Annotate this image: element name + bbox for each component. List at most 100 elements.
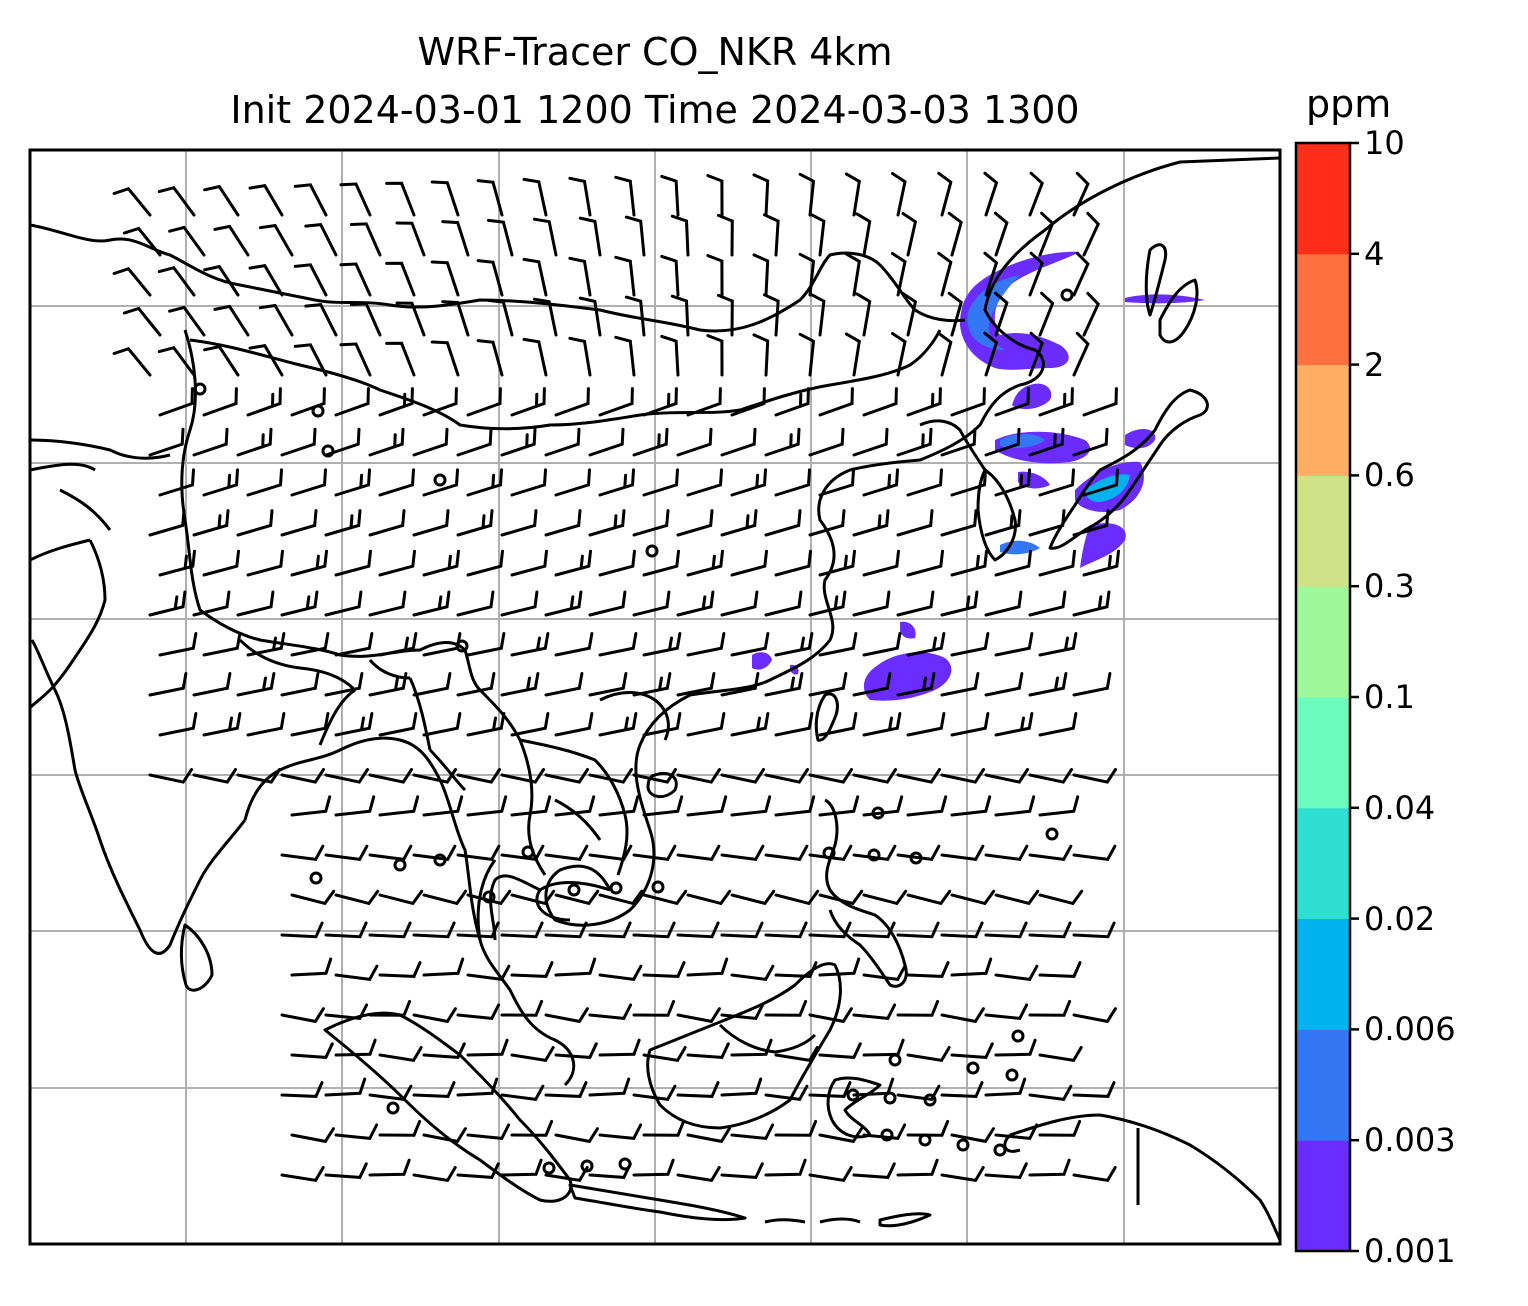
coastline-sulawesi <box>826 1076 882 1139</box>
wind-barb <box>950 889 996 906</box>
wind-barb <box>236 768 281 784</box>
wind-barb <box>544 768 589 784</box>
wind-barb <box>1028 251 1044 297</box>
wind-barb <box>510 387 546 417</box>
wind-barb <box>1072 921 1116 939</box>
coastline-india <box>30 639 247 955</box>
wind-barb <box>378 712 418 737</box>
wind-barb <box>385 181 416 217</box>
wind-barb <box>852 672 892 697</box>
wind-barb <box>378 549 416 577</box>
wind-barb <box>852 590 891 617</box>
wind-barb <box>670 214 690 257</box>
wind-barb <box>412 427 449 457</box>
wind-barb <box>510 468 547 497</box>
wind-barb <box>324 427 361 457</box>
wind-barb <box>422 795 464 817</box>
wind-barb <box>202 712 242 737</box>
wind-barb <box>368 427 405 457</box>
wind-barb <box>290 549 328 577</box>
wind-barb <box>862 387 898 417</box>
wind-barb <box>686 387 722 417</box>
wind-barb <box>280 1007 325 1024</box>
wind-barb <box>763 213 780 257</box>
colorbar-tick-label: 0.04 <box>1364 788 1436 827</box>
wind-barb <box>1028 331 1044 377</box>
wind-barb <box>378 889 424 906</box>
wind-barb <box>510 795 552 817</box>
wind-barb <box>422 468 459 497</box>
wind-barb <box>730 712 770 737</box>
wind-barb <box>158 632 198 657</box>
wind-barb <box>720 1077 763 1097</box>
wind-barb <box>158 549 196 577</box>
wind-barb <box>385 261 416 297</box>
wind-barb <box>706 174 724 217</box>
wind-barb <box>774 1046 819 1063</box>
wind-barb <box>852 1162 896 1179</box>
wind-barb <box>213 304 250 337</box>
wind-barb <box>324 844 369 862</box>
wind-barb <box>1028 590 1067 617</box>
wind-barb <box>614 175 636 217</box>
wind-barb <box>293 343 328 377</box>
coastline-java <box>568 1183 747 1222</box>
wind-barb <box>730 549 768 577</box>
calm-marker <box>651 880 665 894</box>
wind-barb <box>844 252 861 297</box>
wind-barb <box>632 844 677 862</box>
wind-barb <box>544 672 584 697</box>
wind-barb <box>456 427 493 457</box>
wind-barb <box>906 961 950 978</box>
wind-barb <box>676 509 714 537</box>
wind-barb <box>906 549 944 577</box>
wind-barb <box>568 176 592 217</box>
colorbar-segment <box>1296 364 1350 476</box>
wind-barb <box>500 509 538 537</box>
wind-barb <box>632 509 670 537</box>
coastline-thai-gulf <box>489 874 611 941</box>
calm-marker <box>1005 1068 1019 1082</box>
wind-barb <box>598 1038 641 1057</box>
wind-barb <box>202 387 238 417</box>
wind-barb <box>522 257 548 297</box>
wind-barb <box>808 509 846 537</box>
wind-barb <box>378 795 420 817</box>
calm-marker <box>888 1053 902 1067</box>
wind-barb <box>994 549 1032 577</box>
wind-barb <box>862 712 902 737</box>
wind-barb <box>368 921 412 939</box>
wind-barb <box>248 344 284 377</box>
wind-barb <box>808 1166 853 1183</box>
calm-marker <box>1060 288 1074 302</box>
wind-barb <box>510 1046 555 1063</box>
colorbar-segment <box>1296 918 1350 1030</box>
wind-barb <box>950 387 986 417</box>
wind-barb <box>554 957 597 977</box>
wind-barb <box>588 672 628 697</box>
wind-barb <box>950 712 990 737</box>
calm-marker <box>1045 827 1059 841</box>
wind-barb <box>950 468 987 497</box>
wind-barb <box>1072 509 1110 537</box>
wind-barb <box>334 387 370 417</box>
wind-barb <box>158 387 194 417</box>
wind-barb <box>544 1007 589 1024</box>
wind-barb <box>1038 549 1076 577</box>
wind-barb <box>280 427 317 457</box>
wind-barb <box>334 1123 379 1140</box>
wind-barb <box>809 292 826 337</box>
wind-barb <box>906 632 946 657</box>
colorbar-tick-label: 0.3 <box>1364 567 1415 606</box>
wind-barb <box>632 999 676 1017</box>
wind-barb <box>1028 509 1066 537</box>
wind-barb <box>994 889 1040 906</box>
wind-barb <box>1072 251 1090 297</box>
wind-barb <box>940 1081 984 1098</box>
wind-barb <box>624 295 646 337</box>
wind-barb <box>334 964 379 982</box>
wind-barb <box>1072 768 1117 784</box>
wind-barb <box>642 712 682 737</box>
wind-barb <box>862 889 908 906</box>
